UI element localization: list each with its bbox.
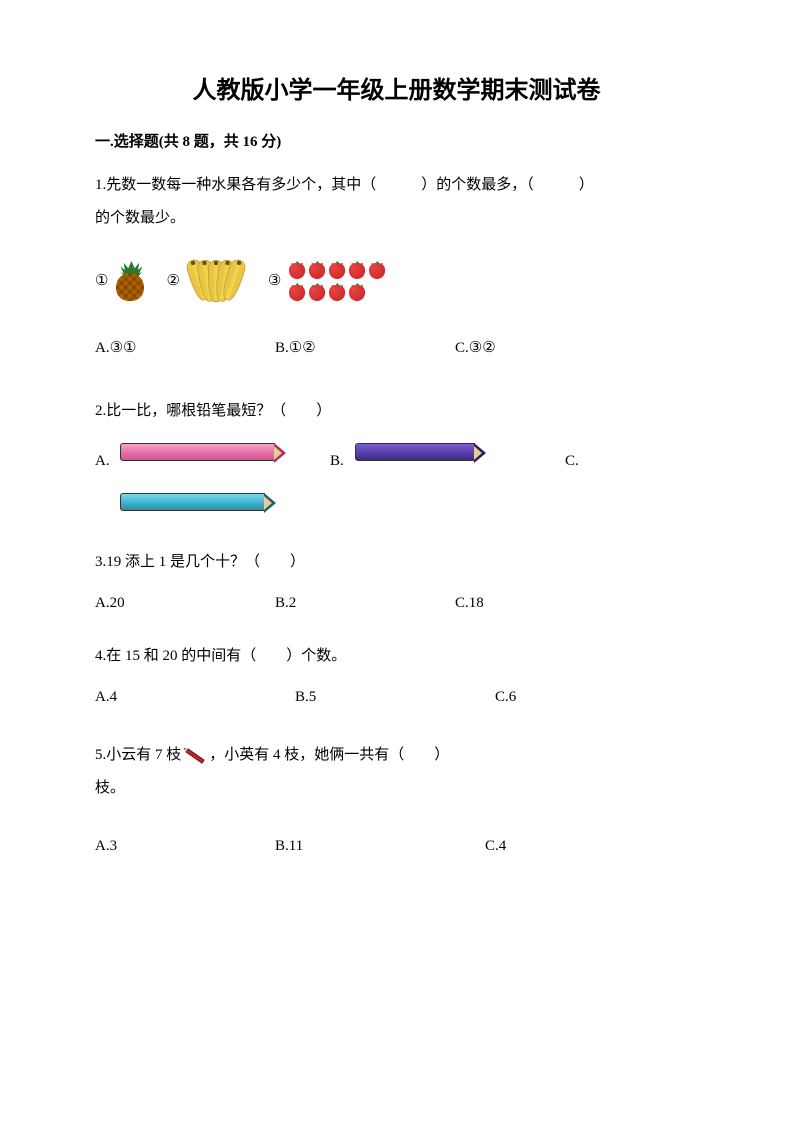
red-pencil-icon [185,742,205,770]
fruit-group-2: ② [166,260,247,302]
cyan-pencil-icon [120,493,265,511]
q1-line1: 1.先数一数每一种水果各有多少个，其中（ ）的个数最多，（ ） [95,169,698,202]
fruit-images-row: ① ② ③ [95,260,698,302]
question-3-text: 3.19 添上 1 是几个十？（ ） [95,546,698,579]
purple-pencil-icon [355,443,475,461]
question-5: 5.小云有 7 枝 ，小英有 4 枝，她俩一共有（ ） 枝。 A.3 B.11 … [95,739,698,863]
q4-option-c: C.6 [495,681,516,714]
q5-suffix: ，小英有 4 枝，她俩一共有（ ） [209,739,449,772]
question-2-text: 2.比一比，哪根铅笔最短？（ ） [95,395,698,428]
q2-option-a-label: A. [95,443,120,478]
fruit-group-1: ① [95,261,146,301]
question-3: 3.19 添上 1 是几个十？（ ） A.20 B.2 C.18 [95,546,698,620]
question-4: 4.在 15 和 20 的中间有（ ）个数。 A.4 B.5 C.6 [95,640,698,714]
q1-option-c: C.③② [455,332,496,365]
pink-pencil-icon [120,443,275,461]
question-1: 1.先数一数每一种水果各有多少个，其中（ ）的个数最多，（ ） 的个数最少。 ①… [95,169,698,365]
q5-prefix: 5.小云有 7 枝 [95,739,181,772]
pineapple-icon [116,261,146,301]
q2-option-c-label: C. [565,443,590,478]
fruit-label-2: ② [166,265,179,298]
q3-option-c: C.18 [455,587,484,620]
pencil-option-c: C. [565,443,615,478]
strawberries-icon [289,261,385,301]
q3-option-a: A.20 [95,587,275,620]
question-2: 2.比一比，哪根铅笔最短？（ ） A. B. C. [95,395,698,521]
pencil-option-b: B. [330,443,565,478]
bananas-icon [188,260,248,302]
q5-options: A.3 B.11 C.4 [95,830,698,863]
q3-options: A.20 B.2 C.18 [95,587,698,620]
q1-line2: 的个数最少。 [95,202,698,235]
question-5-text: 5.小云有 7 枝 ，小英有 4 枝，她俩一共有（ ） [95,739,698,772]
pencil-option-a: A. [95,443,330,478]
q1-options: A.③① B.①② C.③② [95,332,698,365]
q1-option-b: B.①② [275,332,455,365]
pencil-options: A. B. C. [95,443,698,521]
q5-option-a: A.3 [95,830,275,863]
q4-options: A.4 B.5 C.6 [95,681,698,714]
q5-option-c: C.4 [485,830,506,863]
q2-option-b-label: B. [330,443,355,478]
q5-option-b: B.11 [275,830,485,863]
fruit-group-3: ③ [268,261,385,301]
fruit-label-1: ① [95,265,108,298]
q5-line2: 枝。 [95,772,698,805]
q3-option-b: B.2 [275,587,455,620]
question-4-text: 4.在 15 和 20 的中间有（ ）个数。 [95,640,698,673]
question-1-text: 1.先数一数每一种水果各有多少个，其中（ ）的个数最多，（ ） 的个数最少。 [95,169,698,235]
q1-option-a: A.③① [95,332,275,365]
pencil-option-c-image [120,493,698,511]
q4-option-a: A.4 [95,681,295,714]
fruit-label-3: ③ [268,265,281,298]
section-1-header: 一.选择题(共 8 题，共 16 分) [95,130,698,151]
document-title: 人教版小学一年级上册数学期末测试卷 [95,70,698,105]
q4-option-b: B.5 [295,681,495,714]
